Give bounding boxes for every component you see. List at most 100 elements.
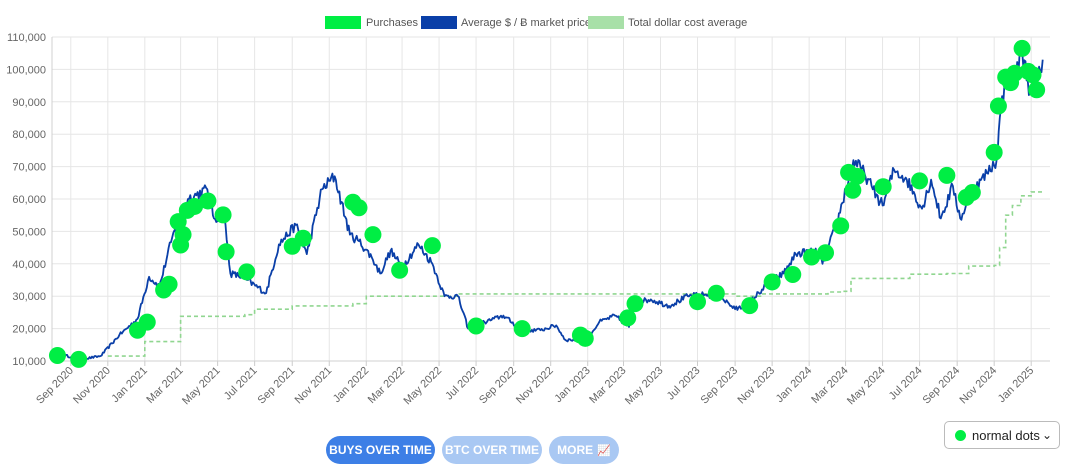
x-tick-label: Nov 2023 xyxy=(735,365,777,407)
x-tick-label: Jan 2023 xyxy=(552,365,592,405)
purchase-dot xyxy=(832,217,850,235)
purchase-dot xyxy=(467,317,485,335)
legend-label-dca[interactable]: Total dollar cost average xyxy=(628,17,747,29)
purchase-dot xyxy=(817,244,835,262)
purchase-dot xyxy=(707,284,725,302)
y-tick-label: 90,000 xyxy=(12,97,46,109)
legend-swatch-dca[interactable] xyxy=(588,16,624,29)
purchase-dot xyxy=(350,199,368,217)
purchase-dot xyxy=(1024,66,1042,84)
legend-label-purchases[interactable]: Purchases xyxy=(366,17,418,29)
purchase-dot xyxy=(1006,64,1024,82)
chart-legend: Purchases Average $ / Ƀ market price Tot… xyxy=(325,16,747,29)
x-tick-label: May 2021 xyxy=(180,365,223,408)
purchase-dot xyxy=(186,197,204,215)
x-tick-label: Sep 2022 xyxy=(477,365,519,407)
x-tick-label: Sep 2020 xyxy=(34,365,76,407)
y-tick-label: 50,000 xyxy=(12,226,46,238)
btc-over-time-button[interactable]: BTC OVER TIME xyxy=(442,436,542,464)
price-chart: 10,000 20,000 30,000 40,000 50,000 60,000 70,0… xyxy=(6,16,1050,408)
x-tick-label: Mar 2024 xyxy=(809,365,850,406)
x-tick-label: May 2023 xyxy=(623,365,666,408)
y-tick-label: 100,000 xyxy=(6,64,46,76)
more-label: MORE xyxy=(557,443,594,457)
purchase-dot xyxy=(576,329,594,347)
purchase-dot xyxy=(423,237,441,255)
purchase-dot xyxy=(217,243,235,261)
y-axis-ticks: 10,000 20,000 30,000 40,000 50,000 60,000 70,0… xyxy=(6,32,46,368)
purchase-dot xyxy=(626,295,644,313)
dca-line xyxy=(107,191,1043,357)
purchase-dot xyxy=(174,226,192,244)
purchase-dot xyxy=(294,229,312,247)
purchase-dot xyxy=(214,206,232,224)
legend-label-price[interactable]: Average $ / Ƀ market price xyxy=(461,17,591,29)
x-tick-label: Jan 2021 xyxy=(109,365,149,405)
purchase-dot xyxy=(364,226,382,244)
chart-increasing-icon: 📈 xyxy=(597,444,611,457)
x-tick-label: Jul 2023 xyxy=(665,365,703,403)
purchase-dot xyxy=(763,273,781,291)
x-tick-label: May 2024 xyxy=(845,365,888,408)
btc-over-time-label: BTC OVER TIME xyxy=(444,443,539,457)
y-tick-label: 30,000 xyxy=(12,291,46,303)
purchase-dot xyxy=(1013,39,1031,57)
purchase-dot xyxy=(989,97,1007,115)
x-tick-label: Nov 2020 xyxy=(71,365,113,407)
y-tick-label: 60,000 xyxy=(12,194,46,206)
purchase-dot xyxy=(784,265,802,283)
dots-style-value: normal dots xyxy=(972,427,1040,443)
dots-style-select[interactable]: normal dots ⌄ xyxy=(944,421,1060,449)
purchase-dot xyxy=(848,167,866,185)
chevron-down-icon: ⌄ xyxy=(1041,428,1052,442)
y-tick-label: 20,000 xyxy=(12,324,46,336)
purchase-dot xyxy=(70,350,88,368)
purchase-dot xyxy=(689,293,707,311)
purchase-dot xyxy=(803,248,821,266)
purchase-dot xyxy=(48,346,66,364)
x-tick-label: Nov 2024 xyxy=(958,365,1000,407)
purchase-dot xyxy=(160,275,178,293)
x-tick-label: Jul 2021 xyxy=(222,365,260,403)
x-tick-label: Mar 2021 xyxy=(144,365,185,406)
purchase-dot xyxy=(199,192,217,210)
x-tick-label: Jan 2025 xyxy=(996,365,1036,405)
x-tick-label: Nov 2021 xyxy=(293,365,335,407)
x-tick-label: Nov 2022 xyxy=(514,365,556,407)
x-tick-label: Jul 2022 xyxy=(443,365,481,403)
purchase-dot xyxy=(741,297,759,315)
purchase-dot xyxy=(963,184,981,202)
chart-grid xyxy=(51,36,1050,366)
price-series xyxy=(62,48,1044,361)
purchase-dot xyxy=(938,166,956,184)
x-tick-label: Sep 2021 xyxy=(256,365,298,407)
y-tick-label: 110,000 xyxy=(7,32,46,44)
y-tick-label: 40,000 xyxy=(12,259,46,271)
y-tick-label: 80,000 xyxy=(12,129,46,141)
y-tick-label: 10,000 xyxy=(12,356,46,368)
purchase-dot xyxy=(985,143,1003,161)
purchase-dot xyxy=(238,263,256,281)
purchase-dot xyxy=(169,213,187,231)
x-tick-label: Sep 2024 xyxy=(921,365,963,407)
legend-swatch-purchases[interactable] xyxy=(325,16,361,29)
x-tick-label: May 2022 xyxy=(402,365,445,408)
more-button[interactable]: MORE 📈 xyxy=(549,436,619,464)
x-tick-label: Jul 2024 xyxy=(887,365,925,403)
buys-over-time-button[interactable]: BUYS OVER TIME xyxy=(326,436,435,464)
green-dot-icon xyxy=(955,429,966,441)
purchase-dot xyxy=(1028,81,1046,99)
purchase-dot xyxy=(391,261,409,279)
purchase-dot xyxy=(911,172,929,190)
purchases-series xyxy=(48,39,1046,368)
x-tick-label: Mar 2023 xyxy=(587,365,628,406)
x-tick-label: Jan 2022 xyxy=(331,365,371,405)
purchase-dot xyxy=(874,178,892,196)
purchase-dot xyxy=(138,313,156,331)
legend-swatch-price[interactable] xyxy=(421,16,457,29)
x-tick-label: Mar 2022 xyxy=(366,365,407,406)
x-tick-label: Jan 2024 xyxy=(774,365,814,405)
y-tick-label: 70,000 xyxy=(12,162,46,174)
purchase-dot xyxy=(513,320,531,338)
